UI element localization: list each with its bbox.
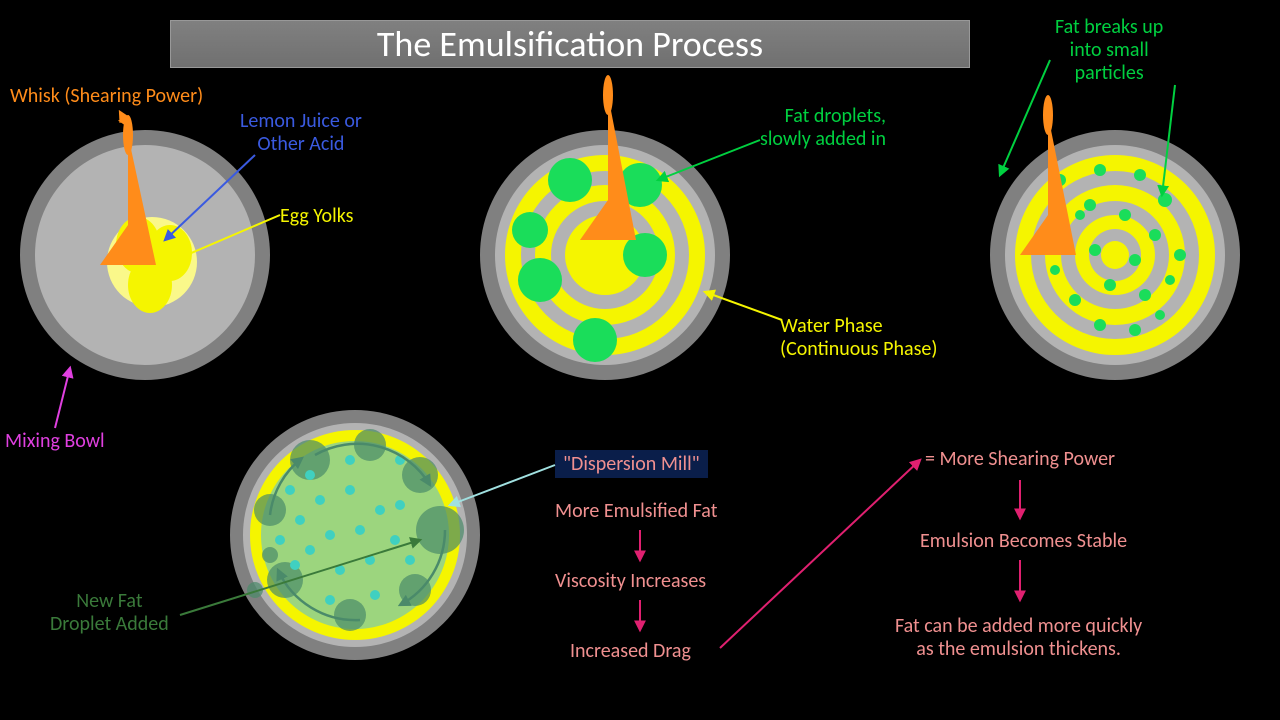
drag-label: Increased Drag: [570, 640, 691, 663]
bowl-label: Mixing Bowl: [5, 430, 105, 453]
fat-breaks-label: Fat breaks up into small particles: [1055, 16, 1163, 85]
bowl-3: [990, 95, 1240, 380]
title-text: The Emulsification Process: [377, 22, 763, 66]
title-bar: The Emulsification Process: [170, 20, 970, 68]
diagram-svg: [0, 0, 1280, 720]
dispersion-label: "Dispersion Mill": [555, 450, 708, 478]
bowl-1: [20, 115, 270, 380]
bowl-2: [480, 75, 730, 380]
whisk-icon: [580, 95, 636, 240]
viscosity-label: Viscosity Increases: [555, 570, 706, 593]
fat-added-label: Fat droplets, slowly added in: [760, 105, 886, 151]
whisk-icon: [100, 135, 156, 265]
shear-label: = More Shearing Power: [925, 448, 1115, 471]
quickly-label: Fat can be added more quickly as the emu…: [895, 615, 1142, 661]
lemon-label: Lemon Juice or Other Acid: [240, 110, 362, 156]
water-phase-label: Water Phase (Continuous Phase): [780, 315, 937, 361]
new-fat-label: New Fat Droplet Added: [50, 590, 169, 636]
more-emulsified-label: More Emulsified Fat: [555, 500, 717, 523]
whisk-icon: [1020, 115, 1076, 255]
egg-label: Egg Yolks: [280, 205, 353, 228]
whisk-label: Whisk (Shearing Power): [10, 85, 203, 108]
bowl-4: [230, 410, 480, 660]
stable-label: Emulsion Becomes Stable: [920, 530, 1127, 553]
